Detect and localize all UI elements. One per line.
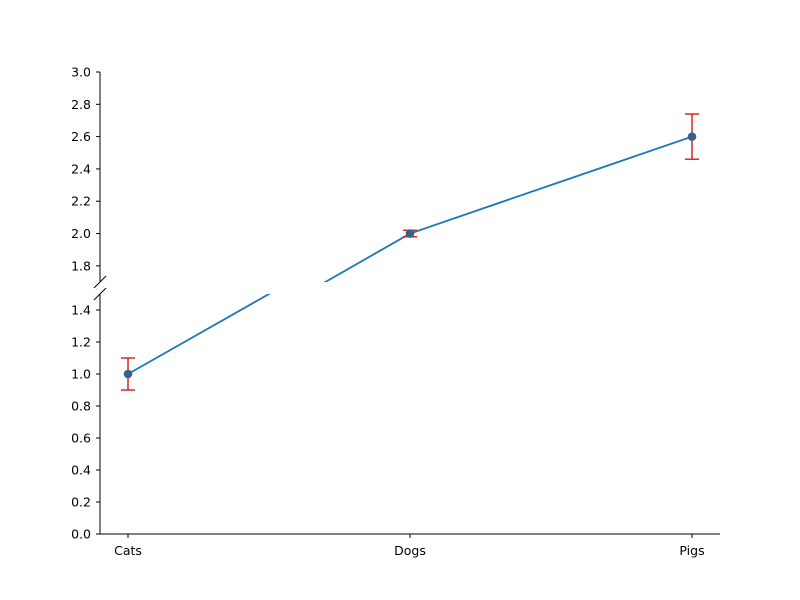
upper-y-axis: 1.8 2.0 2.2 2.4 2.6 2.8 3.0 bbox=[71, 65, 101, 282]
lower-tick-label: 1.2 bbox=[71, 335, 91, 350]
x-tick-label: Pigs bbox=[679, 543, 704, 558]
upper-tick-label: 2.8 bbox=[71, 97, 91, 112]
lower-tick-label: 0.8 bbox=[71, 399, 91, 414]
upper-tick-label: 2.0 bbox=[71, 226, 91, 241]
series-line-lower bbox=[127, 294, 271, 375]
series-layer bbox=[121, 113, 699, 391]
break-mark-lower bbox=[93, 287, 107, 301]
data-point-pigs bbox=[685, 113, 699, 160]
break-mark-upper bbox=[93, 275, 107, 289]
upper-tick-label: 2.4 bbox=[71, 161, 91, 176]
upper-tick-label: 2.2 bbox=[71, 194, 91, 209]
x-axis: Cats Dogs Pigs bbox=[100, 533, 720, 558]
data-point-dogs bbox=[403, 229, 417, 238]
upper-tick-label: 2.6 bbox=[71, 129, 91, 144]
axis-break-marks bbox=[93, 275, 107, 301]
lower-y-axis: 0.0 0.2 0.4 0.6 0.8 1.0 1.2 1.4 bbox=[71, 294, 101, 542]
lower-tick-label: 1.0 bbox=[71, 367, 91, 382]
data-marker bbox=[405, 229, 415, 238]
series-line-upper bbox=[323, 135, 693, 282]
lower-tick-label: 0.4 bbox=[71, 463, 91, 478]
lower-tick-label: 0.0 bbox=[71, 527, 91, 542]
lower-tick-label: 1.4 bbox=[71, 303, 91, 318]
x-tick-label: Dogs bbox=[394, 543, 426, 558]
lower-tick-label: 0.2 bbox=[71, 495, 91, 510]
upper-tick-label: 3.0 bbox=[71, 65, 91, 80]
data-marker bbox=[123, 369, 133, 379]
x-tick-label: Cats bbox=[114, 543, 142, 558]
data-marker bbox=[687, 132, 697, 141]
lower-tick-label: 0.6 bbox=[71, 431, 91, 446]
upper-tick-label: 1.8 bbox=[71, 258, 91, 273]
data-point-cats bbox=[121, 357, 135, 391]
